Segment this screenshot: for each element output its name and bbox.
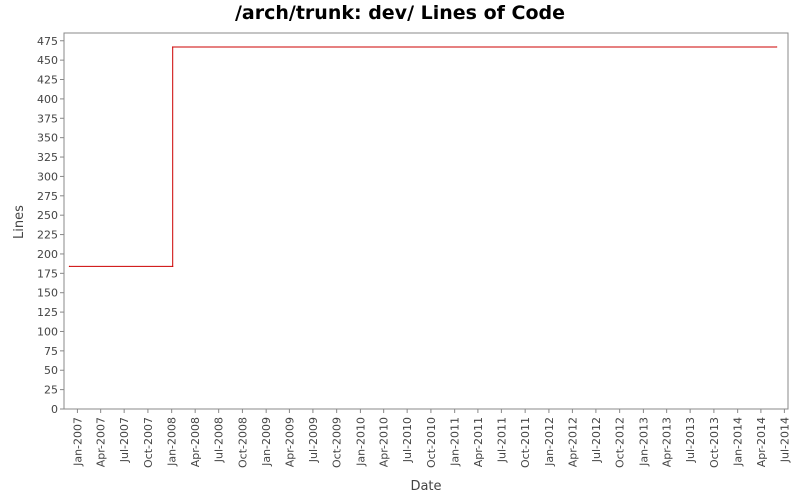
y-tick-label: 275 [37,190,58,203]
plot-area [63,32,789,410]
x-tick-label: Jul-2012 [590,417,603,463]
y-tick-label: 450 [37,54,58,67]
y-tick-label: 350 [37,132,58,145]
x-tick-label: Jan-2011 [449,417,462,467]
y-tick-label: 25 [44,384,58,397]
x-tick-label: Jul-2010 [401,417,414,463]
x-tick-label: Jan-2010 [354,417,367,467]
x-tick-label: Oct-2012 [614,417,627,468]
x-tick-label: Apr-2008 [189,417,202,467]
x-tick-label: Oct-2008 [236,417,249,468]
x-tick-label: Jul-2009 [307,417,320,463]
x-tick-label: Apr-2011 [472,417,485,467]
y-tick-label: 300 [37,170,58,183]
x-tick-label: Jul-2014 [778,417,791,463]
y-tick-label: 225 [37,229,58,242]
data-point [172,46,174,48]
x-tick-label: Apr-2012 [566,417,579,467]
y-tick-label: 0 [51,403,58,416]
x-tick-label: Oct-2010 [425,417,438,468]
y-tick-label: 50 [44,364,58,377]
x-tick-label: Apr-2014 [755,417,768,467]
x-tick-label: Jul-2011 [495,417,508,463]
y-tick-label: 200 [37,248,58,261]
y-tick-label: 175 [37,267,58,280]
y-tick-label: 125 [37,306,58,319]
y-tick-label: 425 [37,74,58,87]
x-tick-label: Oct-2013 [708,417,721,468]
x-tick-label: Jan-2009 [260,417,273,467]
x-tick-label: Oct-2007 [142,417,155,468]
y-tick-label: 100 [37,325,58,338]
x-tick-label: Apr-2013 [661,417,674,467]
x-tick-label: Apr-2009 [283,417,296,467]
x-tick-label: Jan-2007 [71,417,84,467]
x-tick-label: Jan-2012 [543,417,556,467]
y-tick-label: 250 [37,209,58,222]
data-point [776,46,778,48]
y-tick-label: 400 [37,93,58,106]
x-tick-label: Jan-2008 [166,417,179,467]
x-tick-label: Jul-2008 [213,417,226,463]
y-axis-ticks: 0 25 50 75 100 125 150 175 200 225 250 275 300 325 350… [37,35,64,416]
x-tick-label: Jan-2014 [732,417,745,467]
y-tick-label: 150 [37,287,58,300]
x-tick-label: Jul-2013 [684,417,697,463]
x-tick-label: Oct-2011 [519,417,532,468]
x-tick-label: Apr-2010 [378,417,391,467]
data-point [172,265,174,267]
y-tick-label: 75 [44,345,58,358]
x-tick-label: Jan-2013 [637,417,650,467]
x-tick-label: Oct-2009 [331,417,344,468]
data-point [68,265,71,267]
y-axis-title: Lines [12,205,27,239]
x-axis-title: Date [410,479,441,494]
y-tick-label: 375 [37,112,58,125]
series-layer [68,46,778,267]
series-line [69,46,777,267]
y-tick-label: 325 [37,151,58,164]
y-tick-label: 475 [37,35,58,48]
x-tick-label: Jul-2007 [118,417,131,463]
chart-title: /arch/trunk: dev/ Lines of Code [234,2,565,24]
x-axis-ticks: Jan-2007 Apr-2007 Jul-2007 Oct-2007 Jan-2008… [71,409,791,468]
x-tick-label: Apr-2007 [95,417,108,467]
